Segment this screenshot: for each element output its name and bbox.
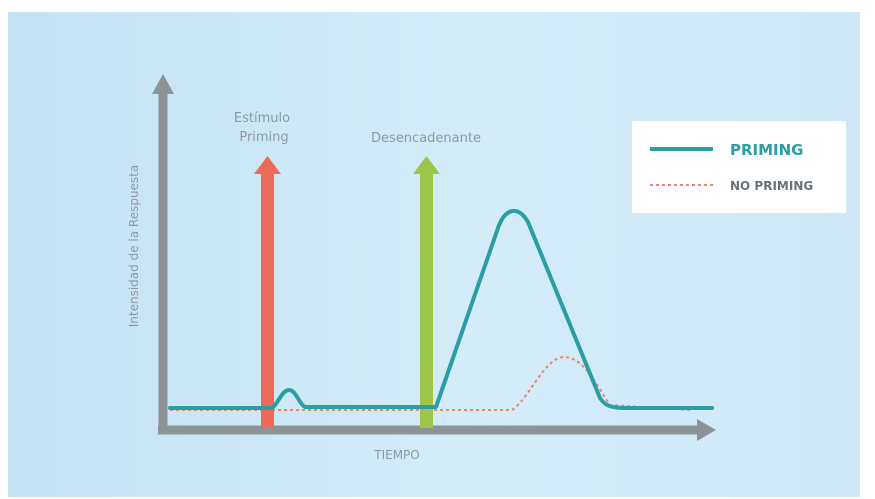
stimulus-label-line1: Estímulo [234,111,290,126]
legend-no-priming-label: NO PRIMING [730,179,813,193]
legend: PRIMING NO PRIMING [632,121,846,213]
stimulus-arrow-shaft [261,172,274,428]
stimulus-arrow [254,156,281,428]
stimulus-label-line2: Priming [239,130,288,145]
axes [152,74,716,441]
y-axis-arrowhead [152,74,174,94]
trigger-arrow [413,156,440,428]
stimulus-arrow-head [254,156,281,174]
priming-curve [168,209,714,410]
legend-box [632,121,846,213]
legend-priming-label: PRIMING [730,141,804,159]
trigger-arrow-shaft [420,172,433,428]
trigger-label: Desencadenante [371,131,481,146]
y-axis-label: Intensidad de la Respuesta [127,165,141,328]
trigger-arrow-head [413,156,440,174]
x-axis-label: TIEMPO [373,448,420,462]
diagram-background [8,12,860,497]
x-axis-arrowhead [697,419,716,441]
no-priming-curve [170,355,691,411]
